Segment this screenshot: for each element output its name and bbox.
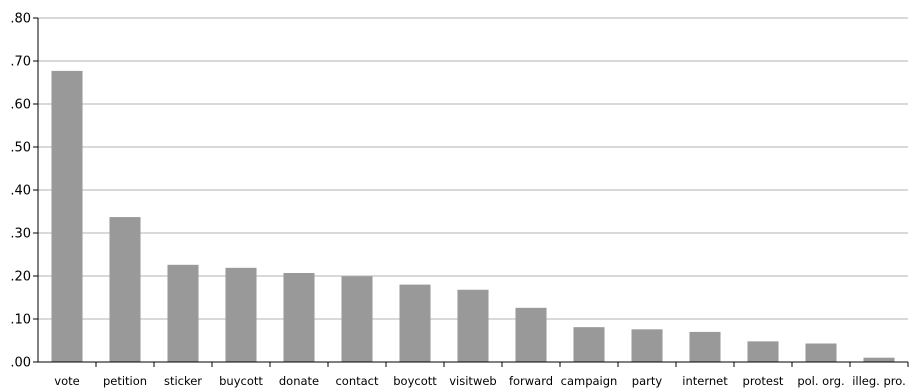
bar (283, 272, 315, 362)
y-tick-label: .40 (10, 184, 31, 199)
bar (689, 331, 721, 362)
x-category-label: campaign (561, 374, 618, 388)
bar (515, 307, 547, 362)
y-tick-label: .00 (10, 356, 31, 371)
bar (805, 343, 837, 362)
bar (863, 357, 895, 362)
x-category-label: boycott (393, 374, 437, 388)
x-axis-category-labels: vote petition sticker buycott donate contact b… (54, 374, 905, 388)
y-tick-label: .80 (10, 12, 31, 27)
x-category-label: sticker (164, 374, 202, 388)
bar (341, 276, 373, 362)
bar (457, 289, 489, 362)
bar (109, 217, 141, 362)
x-category-label: petition (103, 374, 147, 388)
bar (747, 341, 779, 362)
y-tick-label: .10 (10, 313, 31, 328)
bar (51, 70, 83, 362)
x-category-label: protest (743, 374, 784, 388)
x-category-label: forward (509, 374, 553, 388)
y-tick-label: .50 (10, 141, 31, 156)
y-axis-tick-labels: .00 .10 .20 .30 .40 .50 .60 .70 .80 (10, 12, 31, 371)
y-tick-label: .20 (10, 270, 31, 285)
y-tick-label: .60 (10, 98, 31, 113)
y-tick-label: .70 (10, 55, 31, 70)
bar (573, 327, 605, 362)
x-category-label: pol. org. (797, 374, 844, 388)
bar (167, 264, 199, 362)
bar (631, 329, 663, 362)
x-category-label: internet (682, 374, 728, 388)
x-category-label: party (632, 374, 663, 388)
bar (399, 284, 431, 362)
x-category-label: illeg. pro. (852, 374, 906, 388)
bar (225, 267, 257, 362)
y-tick-label: .30 (10, 227, 31, 242)
x-category-label: vote (54, 374, 79, 388)
x-category-label: donate (279, 374, 319, 388)
axes (33, 17, 909, 367)
x-category-label: contact (335, 374, 379, 388)
bar-series (51, 70, 895, 362)
x-category-label: visitweb (449, 374, 496, 388)
x-category-label: buycott (219, 374, 263, 388)
